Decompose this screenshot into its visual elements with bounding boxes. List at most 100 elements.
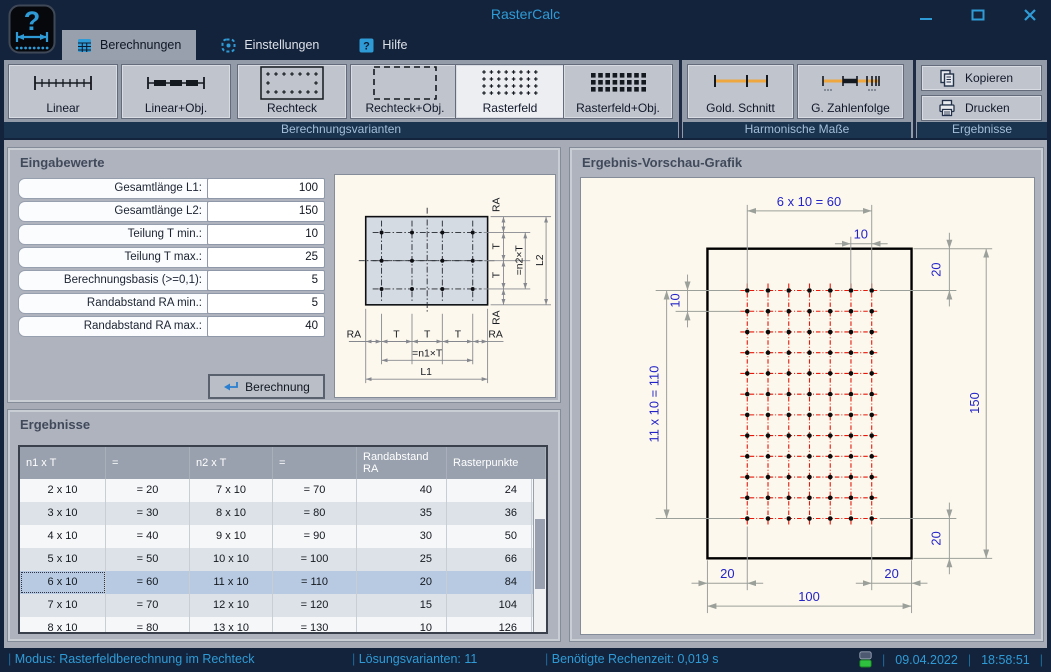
results-table: n1 x T=n2 x T=Randabstand RARasterpunkte… — [18, 445, 548, 634]
table-cell[interactable]: 13 x 10 — [190, 617, 273, 634]
table-cell[interactable]: 50 — [447, 525, 532, 548]
input-row: Randabstand RA max.: 40 — [18, 316, 325, 337]
table-cell[interactable]: 10 x 10 — [190, 548, 273, 571]
toolbar-button-rasterfeld-obj[interactable]: Rasterfeld+Obj. — [563, 64, 673, 119]
toolbar-button-linear-obj[interactable]: Linear+Obj. — [121, 64, 231, 119]
table-cell[interactable]: 10 — [357, 617, 447, 634]
input-row: Teilung T max.: 25 — [18, 247, 325, 268]
table-cell[interactable]: 25 — [357, 548, 447, 571]
tab-bar: Berechnungen Einstellungen ? Hilfe — [0, 30, 1051, 60]
print-button[interactable]: Drucken — [921, 95, 1042, 121]
table-cell[interactable]: = 80 — [106, 617, 190, 634]
minimize-button[interactable] — [915, 4, 937, 26]
toolbar-button-rechteck-obj[interactable]: Rechteck+Obj. — [350, 64, 460, 119]
input-field[interactable]: 40 — [207, 316, 325, 337]
table-cell[interactable]: = 90 — [273, 525, 357, 548]
table-cell[interactable]: 5 x 10 — [20, 548, 106, 571]
table-cell[interactable]: 4 x 10 — [20, 525, 106, 548]
berechnung-button-label: Berechnung — [245, 380, 310, 394]
table-row[interactable]: 8 x 10= 8013 x 10= 13010126 — [20, 617, 546, 634]
table-cell[interactable]: 40 — [357, 479, 447, 502]
table-cell[interactable]: 6 x 10 — [20, 571, 106, 594]
table-cell[interactable]: = 100 — [273, 548, 357, 571]
table-cell[interactable]: = 20 — [106, 479, 190, 502]
table-cell[interactable]: 2 x 10 — [20, 479, 106, 502]
input-field[interactable]: 100 — [207, 178, 325, 199]
table-cell[interactable]: 12 x 10 — [190, 594, 273, 617]
table-cell[interactable]: = 60 — [106, 571, 190, 594]
input-field[interactable]: 5 — [207, 270, 325, 291]
table-cell[interactable]: 126 — [447, 617, 532, 634]
table-header-row: n1 x T=n2 x T=Randabstand RARasterpunkte — [20, 447, 546, 479]
help-icon: ? — [359, 38, 374, 53]
berechnung-button[interactable]: Berechnung — [208, 374, 325, 399]
tab-label: Einstellungen — [244, 38, 319, 52]
copy-button[interactable]: Kopieren — [921, 65, 1042, 91]
dim-top-span: 6 x 10 = 60 — [777, 194, 841, 209]
dim-right: 150 — [967, 392, 982, 414]
status-separator: | — [882, 653, 885, 667]
table-row[interactable]: 5 x 10= 5010 x 10= 1002566 — [20, 548, 546, 571]
table-cell[interactable]: 15 — [357, 594, 447, 617]
table-cell[interactable]: 8 x 10 — [20, 617, 106, 634]
status-time: 18:58:51 — [981, 653, 1030, 667]
toolbar-button-label: Linear — [46, 101, 79, 118]
input-label: Teilung T max.: — [27, 248, 202, 267]
table-cell[interactable]: = 70 — [106, 594, 190, 617]
table-cell[interactable]: 35 — [357, 502, 447, 525]
close-button[interactable] — [1019, 4, 1041, 26]
table-cell[interactable]: 11 x 10 — [190, 571, 273, 594]
toolbar-button-rechteck[interactable]: Rechteck — [237, 64, 347, 119]
title-bar: RasterCalc — [0, 0, 1051, 30]
table-cell[interactable]: 66 — [447, 548, 532, 571]
input-label: Randabstand RA max.: — [27, 317, 202, 336]
table-cell[interactable]: 104 — [447, 594, 532, 617]
dim-label-ra: RA — [488, 330, 503, 341]
table-row[interactable]: 4 x 10= 409 x 10= 903050 — [20, 525, 546, 548]
dim-top-t: 10 — [854, 227, 868, 242]
toolbar-button-linear[interactable]: Linear — [8, 64, 118, 119]
table-cell[interactable]: = 30 — [106, 502, 190, 525]
dim-bottom-left: 20 — [720, 566, 734, 581]
table-row[interactable]: 6 x 10= 6011 x 10= 1102084 — [20, 571, 546, 594]
table-row[interactable]: 3 x 10= 308 x 10= 803536 — [20, 502, 546, 525]
table-cell[interactable]: 3 x 10 — [20, 502, 106, 525]
table-row[interactable]: 7 x 10= 7012 x 10= 12015104 — [20, 594, 546, 617]
table-cell[interactable]: 8 x 10 — [190, 502, 273, 525]
toolbar-button-zahlenfolge[interactable]: G. Zahlenfolge — [797, 64, 904, 119]
table-cell[interactable]: 20 — [357, 571, 447, 594]
maximize-button[interactable] — [967, 4, 989, 26]
table-cell[interactable]: = 120 — [273, 594, 357, 617]
table-cell[interactable]: 36 — [447, 502, 532, 525]
table-cell[interactable]: = 110 — [273, 571, 357, 594]
tab-hilfe[interactable]: ? Hilfe — [344, 30, 422, 60]
table-scrollbar[interactable] — [533, 479, 546, 632]
table-cell[interactable]: 30 — [357, 525, 447, 548]
dim-label-t: T — [455, 330, 462, 341]
tab-label: Berechnungen — [100, 38, 181, 52]
table-cell[interactable]: = 40 — [106, 525, 190, 548]
toolbar-button-label: Rasterfeld — [483, 101, 538, 118]
input-field[interactable]: 5 — [207, 293, 325, 314]
table-cell[interactable]: = 70 — [273, 479, 357, 502]
tab-berechnungen[interactable]: Berechnungen — [62, 30, 196, 60]
status-calc-time: | Benötigte Rechenzeit: 0,019 s — [545, 652, 719, 666]
input-field[interactable]: 10 — [207, 224, 325, 245]
tab-einstellungen[interactable]: Einstellungen — [206, 30, 334, 60]
dim-label-n1: =n1×T — [412, 348, 443, 359]
input-field[interactable]: 150 — [207, 201, 325, 222]
table-cell[interactable]: 84 — [447, 571, 532, 594]
toolbar-button-gold-schnitt[interactable]: Gold. Schnitt — [687, 64, 794, 119]
table-cell[interactable]: 7 x 10 — [20, 594, 106, 617]
scrollbar-thumb[interactable] — [535, 519, 545, 589]
table-row[interactable]: 2 x 10= 207 x 10= 704024 — [20, 479, 546, 502]
table-cell[interactable]: 9 x 10 — [190, 525, 273, 548]
table-cell[interactable]: = 50 — [106, 548, 190, 571]
table-cell[interactable]: 7 x 10 — [190, 479, 273, 502]
table-cell[interactable]: = 80 — [273, 502, 357, 525]
input-field[interactable]: 25 — [207, 247, 325, 268]
input-label: Berechnungsbasis (>=0,1): — [27, 271, 202, 290]
table-cell[interactable]: 24 — [447, 479, 532, 502]
toolbar-button-rasterfeld[interactable]: Rasterfeld — [455, 64, 565, 119]
table-cell[interactable]: = 130 — [273, 617, 357, 634]
